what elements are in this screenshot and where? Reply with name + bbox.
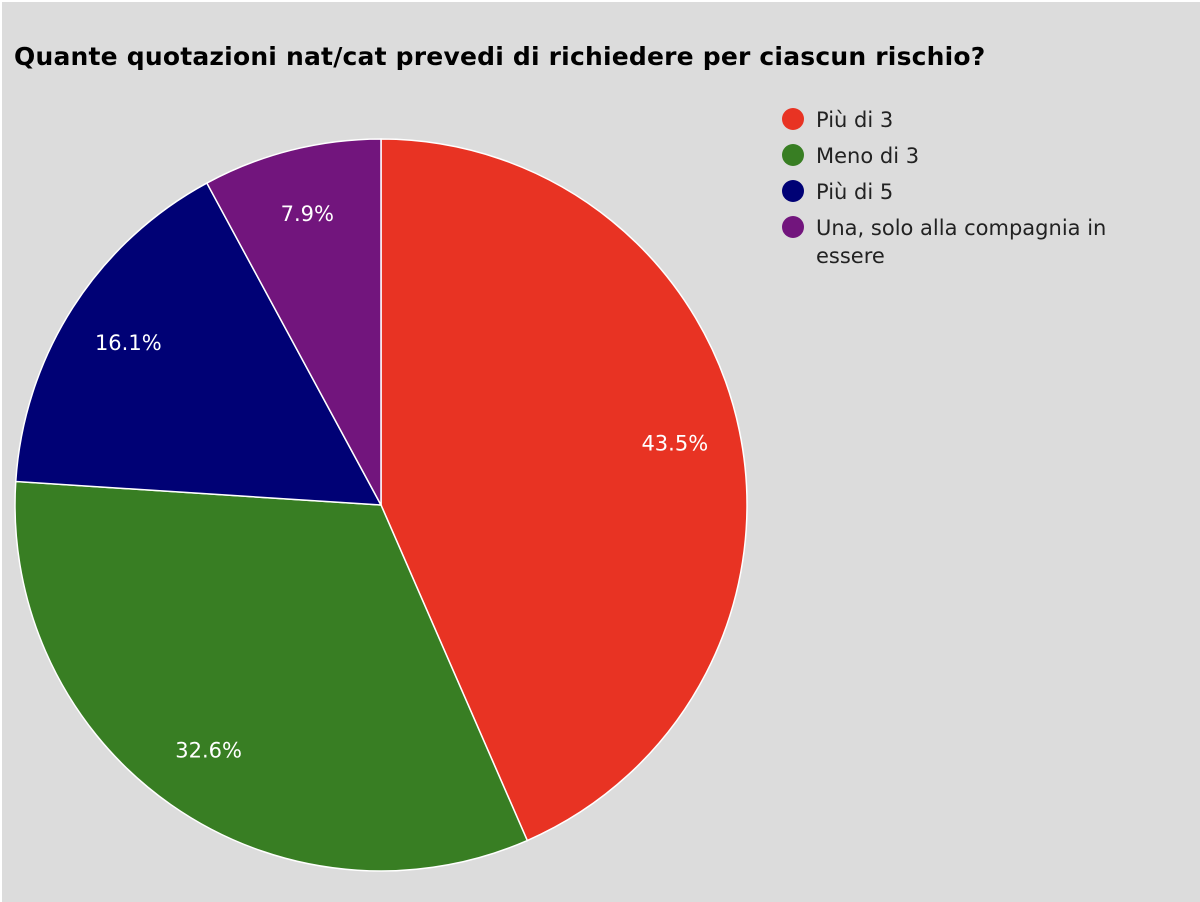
pie-slice[interactable] <box>14 182 383 506</box>
slice-value-label: 7.9% <box>281 202 334 226</box>
pie-slice[interactable] <box>380 138 748 842</box>
legend-label: Più di 5 <box>816 180 894 204</box>
legend-swatch-icon <box>782 144 804 166</box>
legend-item[interactable]: Più di 3 <box>782 106 1182 134</box>
legend-label: Meno di 3 <box>816 144 920 168</box>
legend-swatch-icon <box>782 216 804 238</box>
chart-legend: Più di 3 Meno di 3 Più di 5 Una, solo al… <box>782 106 1182 278</box>
legend-item[interactable]: Più di 5 <box>782 178 1182 206</box>
slice-value-label: 43.5% <box>641 432 708 456</box>
slice-value-label: 32.6% <box>175 739 242 763</box>
pie-slice[interactable] <box>205 138 382 506</box>
legend-swatch-icon <box>782 180 804 202</box>
legend-item[interactable]: Una, solo alla compagnia in essere <box>782 214 1182 270</box>
slice-value-label: 16.1% <box>95 331 162 355</box>
legend-swatch-icon <box>782 108 804 130</box>
chart-title: Quante quotazioni nat/cat prevedi di ric… <box>14 42 986 71</box>
pie-slice[interactable] <box>14 480 529 872</box>
legend-label: Una, solo alla compagnia in essere <box>816 216 1107 268</box>
legend-item[interactable]: Meno di 3 <box>782 142 1182 170</box>
legend-label: Più di 3 <box>816 108 894 132</box>
